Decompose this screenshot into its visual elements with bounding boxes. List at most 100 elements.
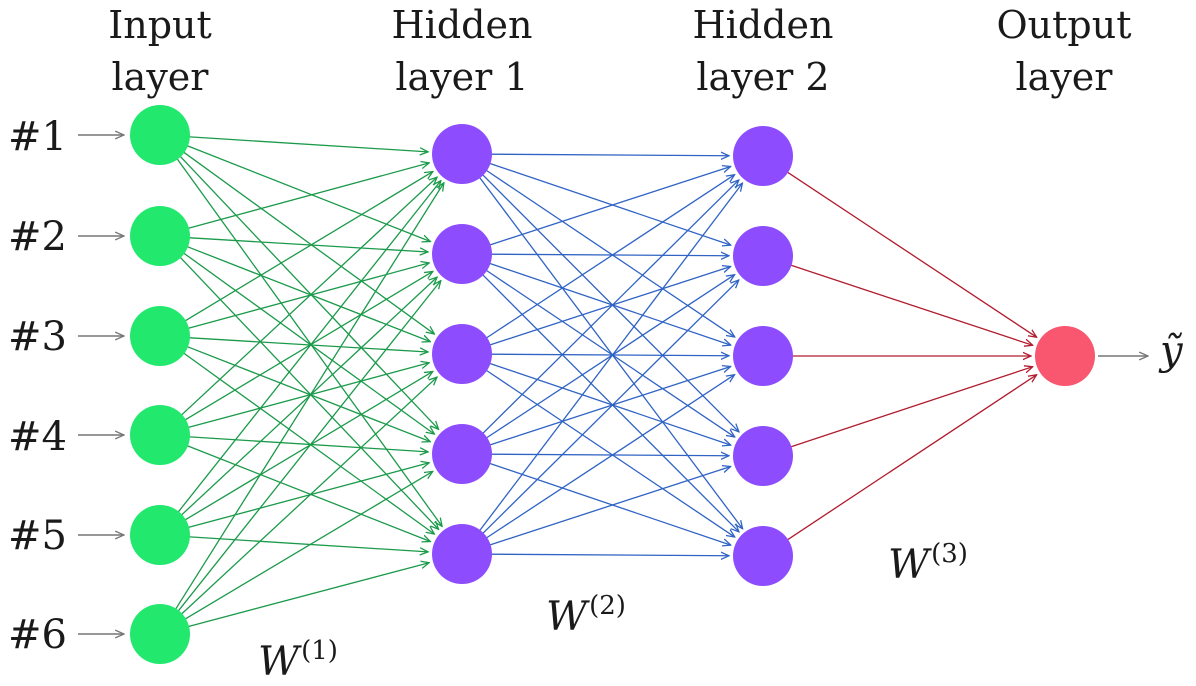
edge-w1-5-4: [186, 463, 429, 529]
input-label-2: #2: [8, 214, 67, 260]
edge-w2-4-3: [488, 367, 731, 446]
hidden2-node-1: [733, 126, 793, 186]
input-node-3: [130, 306, 190, 366]
edge-w2-5-5: [489, 554, 729, 556]
input-label-3: #3: [8, 314, 67, 360]
edge-w2-3-3: [489, 354, 729, 356]
hidden1-node-3: [432, 324, 492, 384]
edge-w1-2-3: [185, 245, 430, 341]
hidden-layer-2-title-line1: Hidden: [693, 3, 834, 47]
edge-w2-5-1: [478, 183, 743, 533]
edge-w1-1-2: [185, 144, 430, 241]
weight-w3-superscript: (3): [931, 539, 968, 569]
weight-labels: W(1) W(2) W(3): [258, 539, 968, 685]
edge-w2-2-5: [481, 273, 739, 532]
edge-w1-6-4: [183, 471, 433, 621]
edge-w1-6-1: [174, 183, 444, 611]
input-label-6: #6: [8, 612, 67, 658]
edge-w1-4-3: [186, 363, 429, 429]
hidden2-node-4: [733, 426, 793, 486]
edge-w2-3-1: [485, 175, 734, 340]
edge-w2-1-2: [488, 162, 731, 245]
hidden2-node-3: [733, 326, 793, 386]
edge-w2-5-4: [488, 467, 731, 546]
io-arrows: [78, 135, 1148, 634]
output-node-1: [1035, 326, 1095, 386]
input-labels: #1 #2 #3 #4 #5 #6: [8, 114, 67, 658]
edge-w1-5-1: [176, 181, 440, 514]
hidden1-node-2: [432, 224, 492, 284]
hidden-layer-1-title-line2: layer 1: [395, 55, 528, 99]
edge-w1-3-1: [183, 172, 433, 323]
edge-w1-4-4: [187, 436, 428, 452]
hidden-layer-1-title-line1: Hidden: [392, 3, 533, 47]
edge-w3-2-1: [789, 264, 1033, 346]
edge-w2-4-4: [489, 454, 729, 456]
edge-w1-1-5: [175, 157, 442, 527]
edge-w1-1-1: [187, 136, 428, 152]
edge-w2-2-3: [488, 262, 731, 345]
edge-w1-2-5: [178, 255, 438, 529]
input-layer-title-line1: Input: [108, 3, 212, 47]
edge-w1-3-2: [186, 263, 429, 330]
input-node-1: [130, 105, 190, 165]
output-layer-title-line1: Output: [997, 3, 1132, 47]
hidden2-node-5: [733, 526, 793, 586]
weight-w2-superscript: (2): [589, 591, 626, 621]
input-label-1: #1: [8, 114, 67, 160]
weight-label-w1: W(1): [258, 636, 338, 685]
edge-w1-3-5: [182, 351, 435, 534]
edge-w1-6-5: [186, 563, 429, 628]
edge-w1-6-2: [176, 281, 440, 613]
layer-titles: Input layer Hidden layer 1 Hidden layer …: [108, 3, 1131, 99]
input-label-5: #5: [8, 513, 67, 559]
weight-w2-symbol: W: [546, 594, 590, 640]
edge-w1-2-1: [186, 163, 429, 230]
edge-w2-1-3: [484, 169, 735, 337]
hidden1-node-5: [432, 524, 492, 584]
edge-w2-4-1: [481, 180, 739, 435]
edge-w2-4-5: [488, 462, 731, 545]
hidden-layer-2-title-line2: layer 2: [696, 55, 829, 99]
edge-w2-2-2: [489, 254, 729, 256]
weight-w1-symbol: W: [258, 639, 302, 685]
edge-w2-3-4: [488, 362, 731, 445]
edge-w1-5-5: [187, 536, 428, 552]
edge-w2-5-2: [481, 280, 739, 535]
input-node-4: [130, 405, 190, 465]
neuron-nodes: [130, 105, 1095, 664]
hidden1-node-4: [432, 424, 492, 484]
edge-w2-5-3: [485, 375, 734, 540]
edge-w2-1-1: [489, 154, 729, 156]
edge-w1-5-3: [183, 371, 433, 522]
input-node-6: [130, 604, 190, 664]
input-node-5: [130, 505, 190, 565]
weight-w1-superscript: (1): [301, 636, 338, 666]
edge-w2-4-2: [485, 275, 734, 440]
edge-w1-1-3: [182, 150, 435, 334]
hidden1-node-1: [432, 124, 492, 184]
weight-w3-symbol: W: [888, 542, 932, 588]
edge-w1-4-1: [180, 177, 437, 417]
edge-w1-1-4: [178, 154, 438, 429]
output-label-y-tilde: ỹ: [1158, 328, 1184, 374]
edge-w1-4-2: [183, 271, 433, 422]
connection-edges: [174, 136, 1037, 628]
edge-w1-2-4: [182, 251, 435, 434]
input-node-2: [130, 206, 190, 266]
hidden2-node-2: [733, 226, 793, 286]
weight-label-w2: W(2): [546, 591, 626, 640]
edge-w3-1-1: [785, 170, 1036, 337]
edge-w1-3-3: [187, 337, 428, 352]
edge-w2-1-4: [481, 173, 739, 432]
edge-w3-5-1: [785, 375, 1036, 542]
edge-w2-2-1: [488, 167, 731, 246]
input-layer-title-line2: layer: [112, 55, 210, 99]
output-layer-title-line2: layer: [1016, 55, 1114, 99]
edge-w2-3-2: [488, 267, 731, 346]
edge-w2-3-5: [484, 369, 735, 537]
weight-label-w3: W(3): [888, 539, 968, 588]
edge-w2-1-5: [478, 176, 743, 528]
edge-w1-4-5: [185, 444, 430, 541]
